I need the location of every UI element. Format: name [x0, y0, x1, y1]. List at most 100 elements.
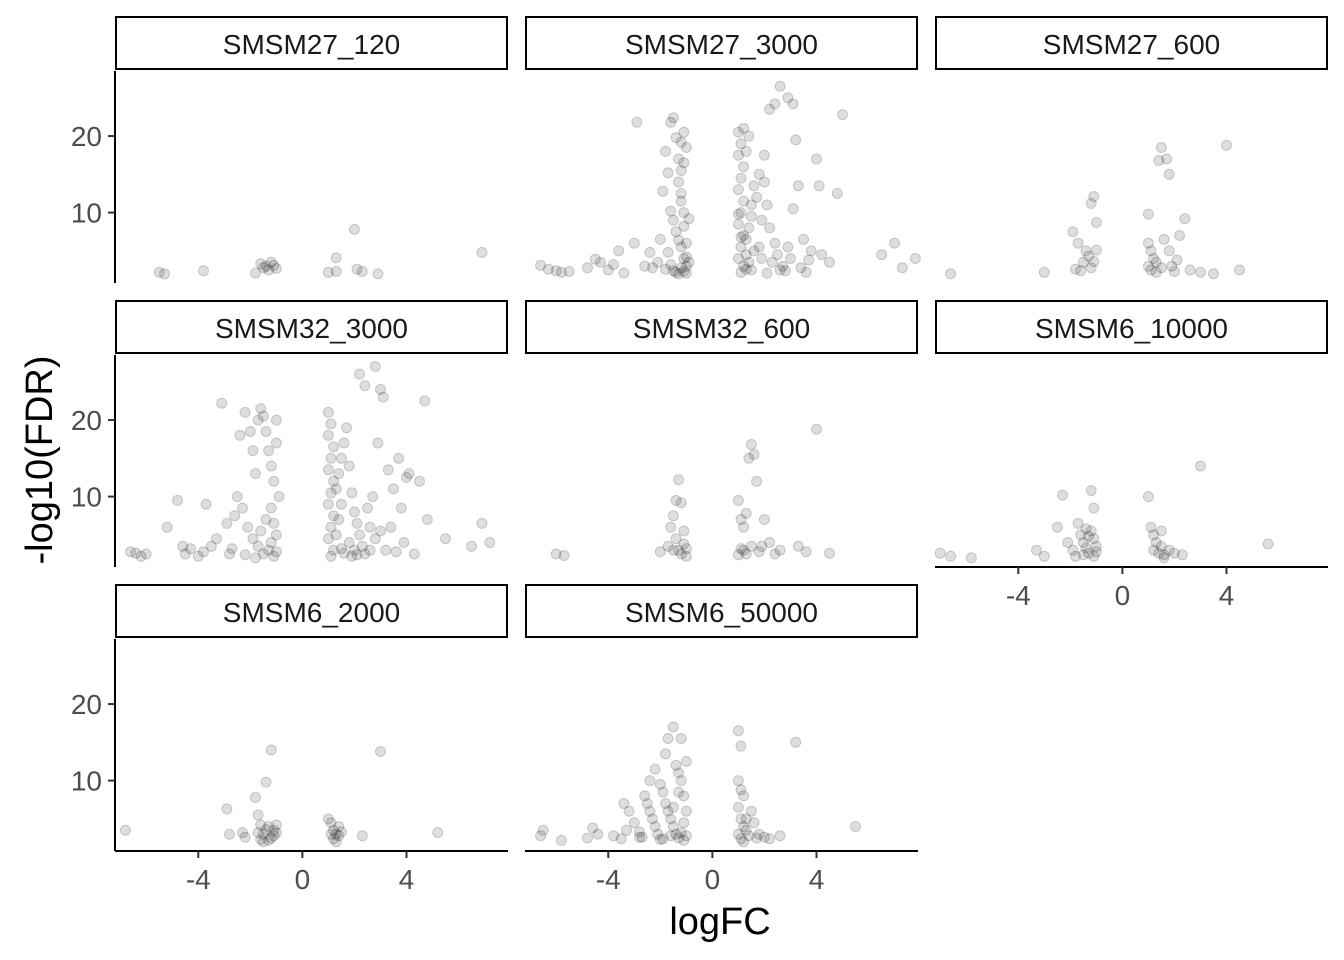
- data-point: [652, 256, 664, 268]
- data-point: [673, 176, 685, 188]
- x-tick-label: 4: [809, 864, 825, 895]
- data-point: [372, 268, 384, 280]
- data-point: [1153, 155, 1165, 166]
- data-point: [805, 245, 817, 257]
- data-point: [738, 821, 750, 832]
- data-point: [628, 817, 640, 829]
- data-point: [408, 548, 420, 560]
- data-point: [1195, 266, 1206, 278]
- data-point: [660, 748, 671, 760]
- data-point: [748, 180, 760, 192]
- data-point: [364, 521, 376, 533]
- data-point: [1072, 517, 1084, 529]
- data-point: [735, 207, 747, 219]
- data-point: [250, 552, 261, 564]
- data-point: [667, 821, 679, 832]
- data-point: [662, 540, 674, 552]
- data-point: [229, 510, 241, 522]
- data-point: [662, 805, 674, 817]
- facet-strip: [525, 300, 918, 354]
- data-point: [1148, 544, 1160, 556]
- data-point: [764, 833, 776, 845]
- facet-panel: SMSM6_50000 -4 0 4: [525, 584, 918, 895]
- data-point: [639, 260, 651, 272]
- data-point: [255, 258, 267, 270]
- data-point: [250, 468, 261, 480]
- data-point: [589, 253, 601, 265]
- x-tick-label: -4: [186, 864, 211, 895]
- data-point: [260, 824, 272, 836]
- data-point: [330, 266, 342, 277]
- data-point: [338, 547, 350, 559]
- data-point: [226, 543, 238, 555]
- data-point: [1155, 262, 1167, 274]
- data-point: [263, 821, 275, 832]
- data-point: [335, 498, 347, 510]
- y-tick-label: 20: [71, 405, 102, 436]
- data-point: [665, 813, 677, 825]
- data-point: [753, 546, 765, 558]
- data-point: [816, 249, 828, 261]
- data-point: [325, 817, 337, 829]
- data-point: [257, 828, 269, 840]
- data-point: [252, 414, 264, 426]
- data-point: [1038, 266, 1050, 278]
- data-point: [678, 834, 690, 846]
- data-point: [265, 256, 277, 268]
- data-point: [273, 491, 285, 503]
- data-point: [263, 544, 275, 556]
- data-point: [662, 167, 674, 179]
- data-point: [735, 833, 747, 845]
- data-point: [673, 544, 685, 556]
- data-point: [654, 778, 666, 790]
- data-point: [678, 538, 690, 550]
- data-point: [255, 819, 267, 831]
- data-point: [341, 422, 353, 434]
- data-point: [367, 491, 379, 503]
- facet-strip: [115, 16, 508, 70]
- data-point: [1153, 547, 1165, 559]
- data-point: [1163, 245, 1175, 257]
- data-point: [1090, 217, 1102, 228]
- data-point: [263, 264, 275, 276]
- data-point: [732, 549, 744, 561]
- data-point: [1166, 260, 1178, 272]
- data-point: [909, 253, 921, 264]
- data-point: [1195, 460, 1206, 472]
- data-point: [369, 533, 381, 545]
- data-point: [1088, 256, 1100, 268]
- data-point: [889, 237, 901, 249]
- data-point: [1145, 521, 1157, 533]
- data-point: [732, 801, 744, 813]
- data-point: [761, 199, 773, 211]
- facet-strip-label: SMSM6_50000: [625, 597, 818, 628]
- data-point: [1088, 550, 1100, 562]
- data-point: [1083, 250, 1095, 262]
- data-point: [1090, 244, 1102, 256]
- facet-strip: [525, 584, 918, 638]
- data-point: [333, 468, 345, 480]
- data-point: [255, 525, 267, 537]
- data-point: [322, 266, 334, 278]
- data-point: [756, 253, 768, 264]
- data-point: [628, 237, 640, 249]
- data-point: [748, 245, 760, 257]
- data-point: [542, 263, 554, 275]
- data-point: [896, 262, 908, 274]
- data-point: [125, 546, 137, 558]
- data-point: [735, 514, 747, 525]
- data-point: [372, 437, 384, 449]
- data-point: [764, 103, 776, 115]
- data-point: [748, 817, 760, 829]
- data-point: [675, 165, 687, 176]
- facet-panel: SMSM27_120 10 20: [71, 16, 508, 283]
- data-point: [675, 733, 687, 744]
- data-point: [602, 264, 614, 276]
- data-point: [257, 410, 269, 422]
- data-point: [270, 546, 282, 558]
- data-point: [673, 153, 685, 165]
- data-point: [732, 725, 744, 737]
- data-point: [1158, 233, 1170, 245]
- data-point: [678, 253, 690, 264]
